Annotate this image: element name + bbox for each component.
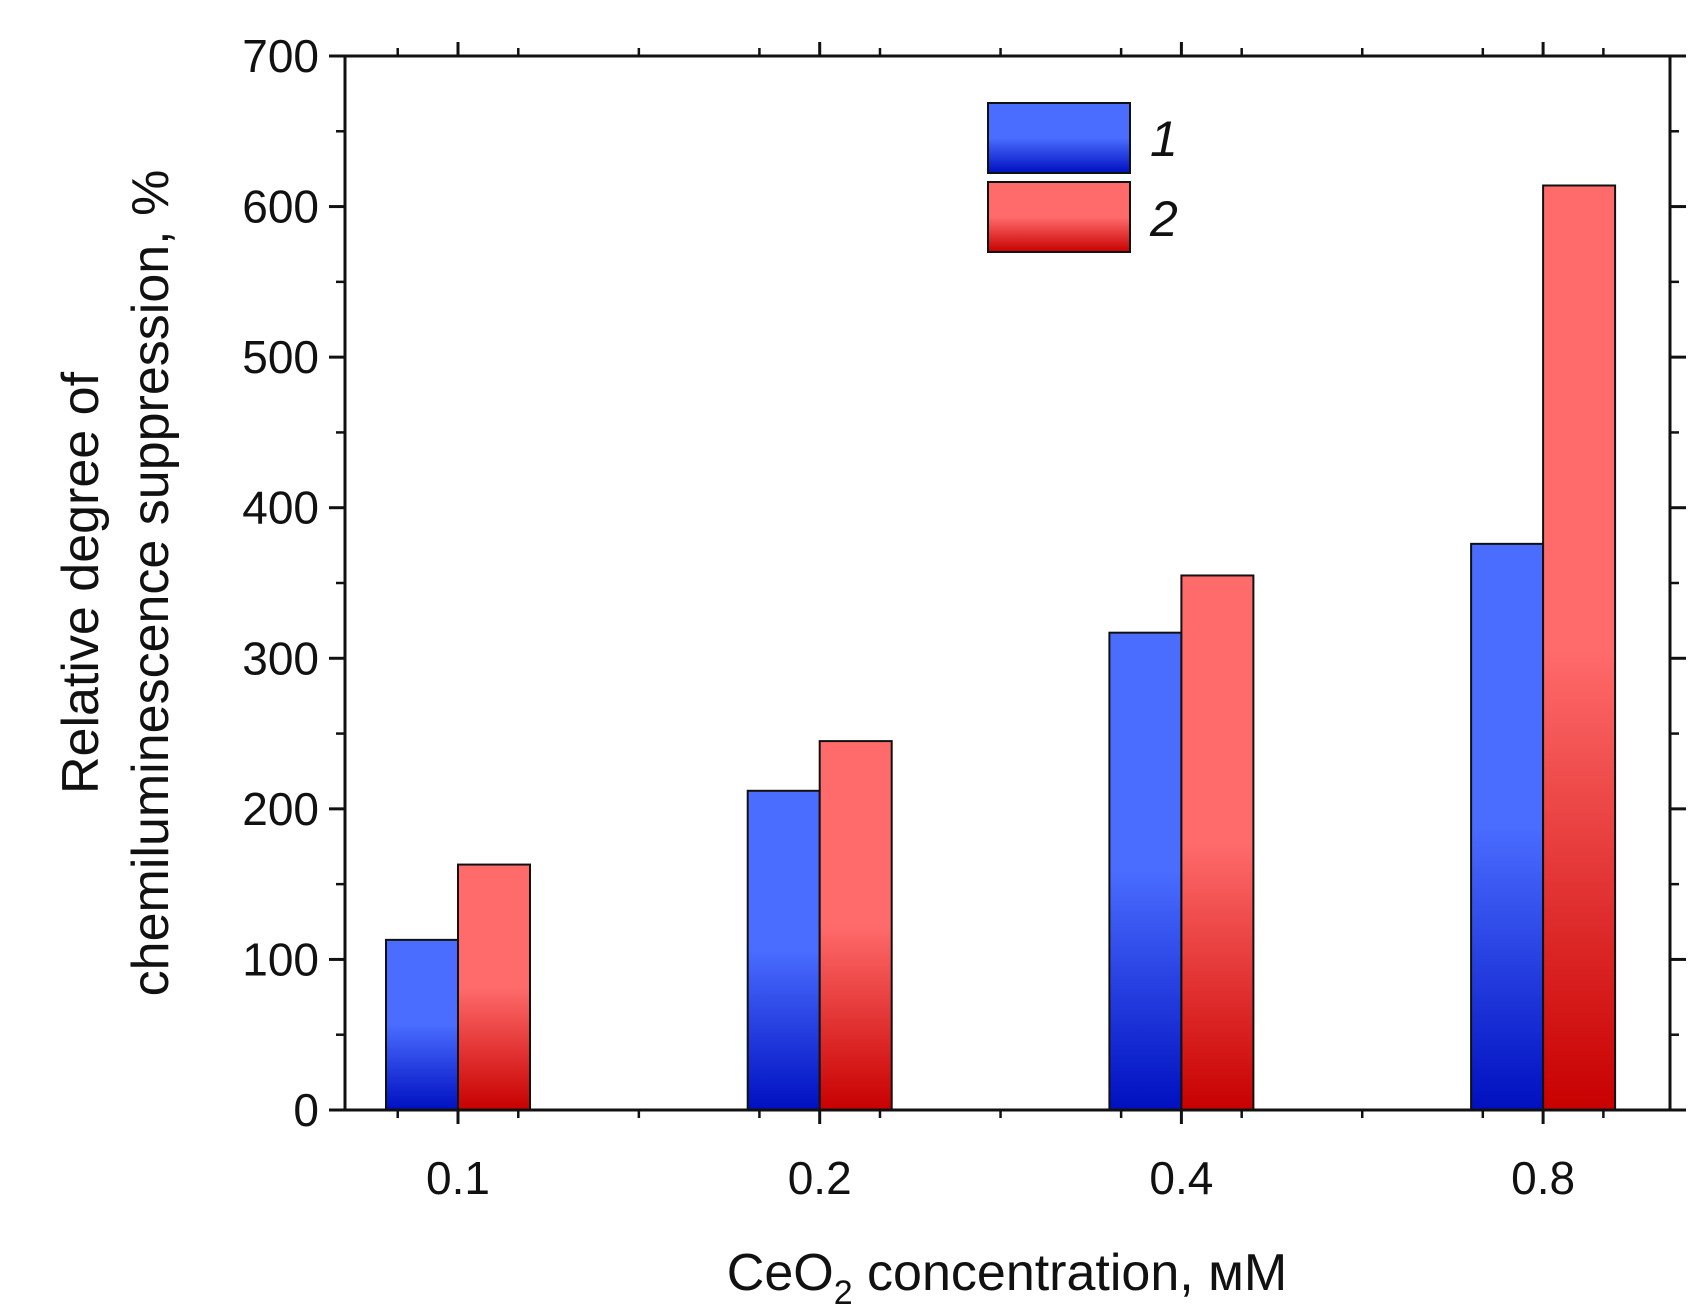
y-tick-label-700: 700 [242,30,319,82]
x-tick-label-0.4: 0.4 [1149,1152,1213,1204]
bar-series-1-cat-0.1 [385,938,459,1112]
y-tick-label-200: 200 [242,783,319,835]
y-tick-label-400: 400 [242,482,319,534]
bar-series-1-cat-0.8 [1470,542,1545,1111]
y-tick-label-0: 0 [293,1084,319,1136]
legend: 1 2 [987,102,1178,253]
legend-label-2: 2 [1149,191,1178,247]
x-axis: 0.1 0.2 0.4 0.8 [396,42,1605,1204]
x-axis-title: CeO2 concentration, мМ [727,1244,1287,1312]
x-tick-label-0.1: 0.1 [426,1152,490,1204]
x-axis-title-suffix: concentration, мМ [853,1244,1288,1302]
bar-series-1-cat-0.4 [1108,631,1183,1112]
bar-series-2-cat-0.1 [457,863,531,1111]
bar-series-2-cat-0.2 [818,740,893,1111]
bar-series-1-cat-0.2 [746,789,821,1111]
legend-swatch-2 [987,181,1131,253]
y-tick-label-600: 600 [242,181,319,233]
y-axis-title-line2: chemiluminescence suppression, % [122,170,180,997]
y-axis-title-line1: Relative degree of [52,371,110,794]
y-tick-label-300: 300 [242,632,319,684]
y-tick-label-100: 100 [242,933,319,985]
x-axis-title-prefix: CeO [727,1244,834,1302]
legend-label-1: 1 [1150,111,1178,167]
legend-swatch-1 [987,102,1131,174]
x-axis-title-sub: 2 [834,1274,853,1312]
bars-group [385,184,1617,1112]
x-tick-label-0.8: 0.8 [1511,1152,1575,1204]
bar-series-2-cat-0.4 [1180,574,1255,1111]
y-tick-label-500: 500 [242,331,319,383]
x-tick-label-0.2: 0.2 [788,1152,852,1204]
y-axis: 0 100 200 300 400 500 600 700 [242,30,1686,1136]
bar-series-2-cat-0.8 [1542,184,1617,1111]
